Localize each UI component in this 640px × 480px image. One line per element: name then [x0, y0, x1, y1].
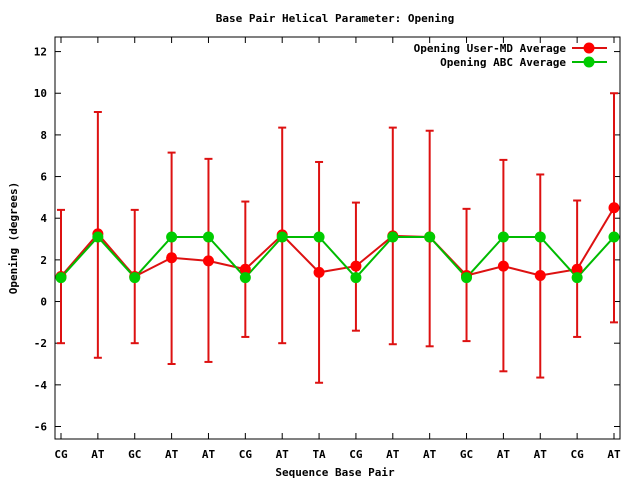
- y-tick-label: 8: [40, 129, 47, 142]
- error-bars: [57, 92, 618, 384]
- x-tick-label: CG: [54, 448, 68, 461]
- data-point-series-2: [202, 231, 214, 243]
- y-tick-label: -6: [34, 421, 48, 434]
- data-point-series-2: [387, 231, 399, 243]
- x-tick-label: AT: [91, 448, 105, 461]
- data-point-series-2: [276, 231, 288, 243]
- series-line-1: [60, 207, 615, 278]
- legend-marker: [583, 56, 595, 68]
- series-points: [55, 202, 620, 284]
- legend-marker: [583, 42, 595, 54]
- x-axis: CG AT GC AT AT CG AT TA CG AT AT GC AT AT CG AT: [54, 37, 621, 461]
- y-axis: -6 -4 -2 0 2 4 6 8 10 12: [34, 46, 620, 434]
- legend-label: Opening ABC Average: [440, 56, 566, 69]
- x-tick-label: CG: [239, 448, 253, 461]
- y-axis-label: Opening (degrees): [7, 182, 20, 295]
- data-point-series-2: [92, 231, 104, 243]
- data-point-series-2: [313, 231, 325, 243]
- y-tick-label: 0: [40, 296, 47, 309]
- x-tick-label: AT: [276, 448, 290, 461]
- data-point-series-2: [166, 231, 178, 243]
- data-point-series-1: [202, 255, 214, 267]
- x-tick-label: CG: [349, 448, 363, 461]
- data-point-series-2: [461, 272, 473, 284]
- data-point-series-2: [534, 231, 546, 243]
- data-point-series-1: [350, 260, 362, 272]
- y-tick-label: -2: [34, 337, 47, 350]
- data-point-series-2: [239, 272, 251, 284]
- x-tick-label: AT: [386, 448, 400, 461]
- chart-title: Base Pair Helical Parameter: Opening: [216, 12, 454, 25]
- x-tick-label: AT: [607, 448, 621, 461]
- series-line-2: [60, 235, 615, 280]
- x-axis-label: Sequence Base Pair: [275, 466, 395, 479]
- x-tick-label: TA: [312, 448, 326, 461]
- x-tick-label: AT: [202, 448, 216, 461]
- y-tick-label: 12: [34, 46, 47, 59]
- y-tick-label: 10: [34, 87, 47, 100]
- data-point-series-1: [497, 260, 509, 272]
- data-point-series-2: [424, 231, 436, 243]
- data-point-series-2: [350, 272, 362, 284]
- data-point-series-1: [534, 269, 546, 281]
- x-tick-label: GC: [460, 448, 473, 461]
- plot-frame: [54, 36, 621, 440]
- data-point-series-1: [166, 252, 178, 264]
- data-point-series-1: [571, 263, 583, 275]
- data-point-series-1: [608, 202, 620, 214]
- data-point-series-2: [55, 272, 67, 284]
- data-point-series-2: [497, 231, 509, 243]
- data-point-series-1: [239, 263, 251, 275]
- y-tick-label: 2: [40, 254, 47, 267]
- x-tick-label: AT: [534, 448, 548, 461]
- y-tick-label: -4: [34, 379, 48, 392]
- x-tick-label: CG: [571, 448, 585, 461]
- data-point-series-2: [571, 272, 583, 284]
- x-tick-label: AT: [497, 448, 511, 461]
- legend-label: Opening User-MD Average: [414, 42, 567, 55]
- x-tick-label: AT: [165, 448, 179, 461]
- data-point-series-2: [608, 231, 620, 243]
- y-tick-label: 4: [40, 212, 47, 225]
- x-tick-label: GC: [128, 448, 141, 461]
- data-point-series-1: [313, 266, 325, 278]
- series-lines: [60, 207, 615, 280]
- y-tick-label: 6: [40, 171, 47, 184]
- data-point-series-2: [129, 272, 141, 284]
- x-tick-label: AT: [423, 448, 437, 461]
